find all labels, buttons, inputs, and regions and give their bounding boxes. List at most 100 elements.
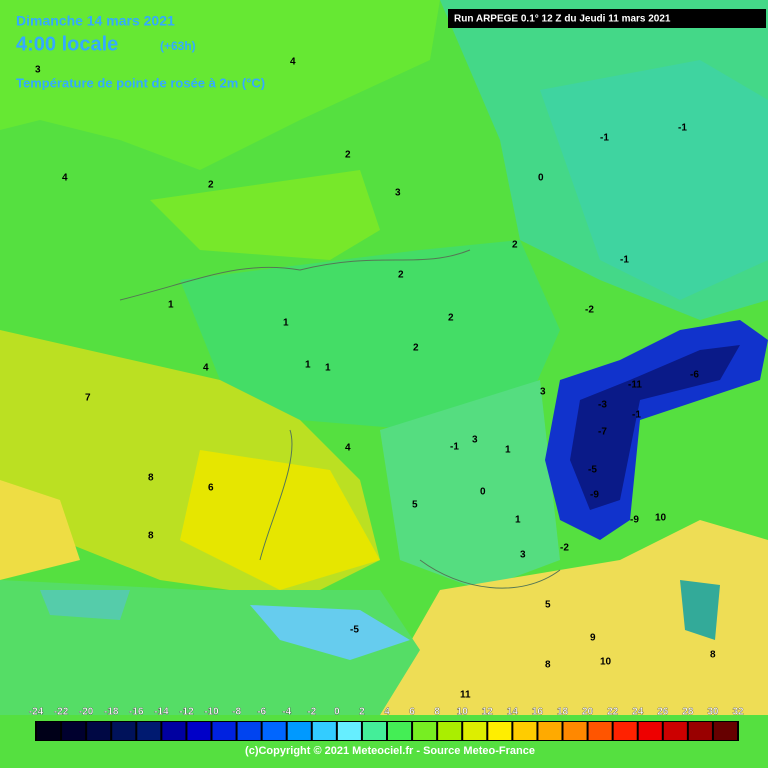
contour-label: 5 [545,600,551,611]
run-info: Run ARPEGE 0.1° 12 Z du Jeudi 11 mars 20… [454,14,671,25]
scale-label: 30 [707,707,719,718]
scale-swatch [588,722,612,740]
scale-swatch [62,722,86,740]
run-box [448,9,766,28]
scale-label: -16 [129,707,144,718]
copyright: (c)Copyright © 2021 Meteociel.fr - Sourc… [245,745,535,757]
contour-label: 11 [460,690,471,701]
pyrenees-high [250,605,410,660]
contour-label: 6 [208,483,214,494]
scale-label: 6 [409,707,415,718]
scale-label: 20 [582,707,594,718]
scale-swatch [337,722,361,740]
scale-label: 18 [557,707,569,718]
scale-swatch [688,722,712,740]
contour-label: 4 [203,363,209,374]
scale-label: 32 [732,707,744,718]
contour-label: 2 [413,343,419,354]
contour-label: 8 [545,660,551,671]
scale-label: 8 [434,707,440,718]
contour-label: -5 [588,465,597,476]
contour-label: -11 [628,380,642,391]
scale-label: -24 [29,707,44,718]
scale-label: -20 [79,707,94,718]
scale-swatch [312,722,336,740]
cantabria-high [40,590,130,620]
contour-label: -6 [690,370,699,381]
scale-swatch [112,722,136,740]
scale-swatch [713,722,737,740]
contour-label: 1 [325,363,331,374]
contour-label: 2 [345,150,351,161]
scale-label: 24 [632,707,644,718]
scale-swatch [212,722,236,740]
scale-label: 2 [359,707,365,718]
scale-frame [35,721,739,741]
contour-label: 8 [710,650,716,661]
contour-label: 0 [480,487,486,498]
alps-peak [570,345,740,510]
scale-swatch [438,722,462,740]
contour-label: 2 [448,313,454,324]
scale-label: -18 [104,707,119,718]
scale-label: -12 [179,707,194,718]
mediterranean-zone [380,520,768,715]
date: Dimanche 14 mars 2021 [16,13,175,29]
scale-swatch [162,722,186,740]
contour-label: -1 [450,442,459,453]
contour-label: 4 [62,173,68,184]
scale-swatch [137,722,161,740]
contour-label: 3 [540,387,546,398]
scale-label: 16 [532,707,544,718]
contour-label: 8 [148,473,154,484]
scale-swatch [413,722,437,740]
contour-label: 3 [520,550,526,561]
contour-label: -9 [630,515,639,526]
contour-label: 1 [283,318,289,329]
contour-label: 10 [655,513,667,524]
scale-label: -4 [282,707,291,718]
corsica [680,580,720,640]
scale-swatch [538,722,562,740]
time: 4:00 locale [16,33,118,55]
contour-label: 7 [85,393,91,404]
lead: (+63h) [160,39,196,53]
scale-label: 12 [482,707,494,718]
england-zone [150,170,380,260]
scale-label: -22 [54,707,69,718]
scale-label: -10 [204,707,219,718]
scale-label: 10 [457,707,469,718]
contour-label: 4 [345,443,351,454]
borders [119,249,561,589]
scale-label: 26 [657,707,669,718]
contour-label: -1 [678,123,687,134]
west-zone [0,480,80,580]
scale-label: 0 [334,707,340,718]
contour-label: -1 [620,255,629,266]
contour-label: 9 [590,633,596,644]
scale-swatch [37,722,61,740]
scale-swatch [388,722,412,740]
contour-label: 4 [290,57,296,68]
scale-swatch [663,722,687,740]
scale-label: -8 [232,707,241,718]
scale-label: 28 [682,707,694,718]
scale-swatch [488,722,512,740]
scale-label: -2 [307,707,316,718]
scale-label: 22 [607,707,619,718]
southeast-zone [380,380,560,590]
field-title: Température de point de rosée à 2m (°C) [16,75,265,90]
spain-north-zone [180,450,380,590]
scale-swatch [638,722,662,740]
contour-label: 2 [398,270,404,281]
east-zone [540,60,768,300]
scale-label: -6 [257,707,266,718]
contour-label: 3 [35,65,41,76]
scale-swatch [187,722,211,740]
scale-label: 14 [507,707,519,718]
contour-label: 2 [208,180,214,191]
contour-label: -2 [585,305,594,316]
